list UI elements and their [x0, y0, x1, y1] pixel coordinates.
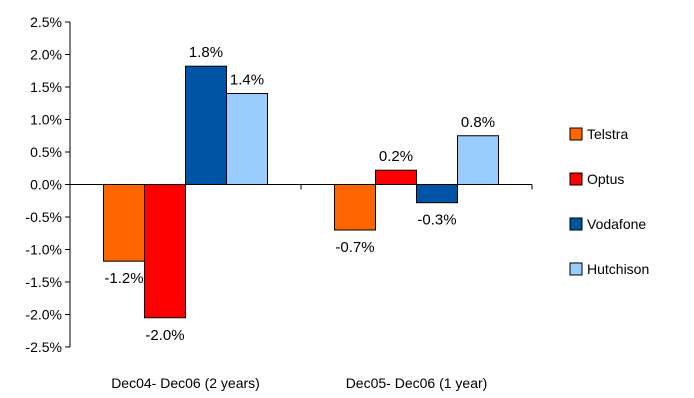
bar-hutchison-1 — [457, 135, 499, 185]
y-tick-label: 1.5% — [30, 79, 62, 95]
y-tick-label: 0.0% — [30, 177, 62, 193]
category-label: Dec04- Dec06 (2 years) — [111, 375, 260, 391]
y-tick-label: 0.5% — [30, 144, 62, 160]
bar-vodafone-0 — [185, 65, 227, 185]
bar-hutchison-0 — [226, 93, 268, 185]
legend: Telstra Optus Vodafone Hutchison — [569, 126, 649, 277]
y-tick-label: -1.0% — [25, 242, 62, 258]
bar-vodafone-1 — [416, 184, 458, 204]
y-tick-label: 2.0% — [30, 47, 62, 63]
legend-swatch — [569, 127, 583, 141]
bar-optus-0 — [144, 184, 186, 319]
y-tick-label: 1.0% — [30, 112, 62, 128]
y-tick-label: -2.5% — [25, 339, 62, 355]
y-tick-label: -1.5% — [25, 274, 62, 290]
y-tick-label: 2.5% — [30, 14, 62, 30]
legend-item-telstra: Telstra — [569, 126, 628, 142]
data-label: 1.4% — [230, 72, 264, 89]
legend-label: Hutchison — [587, 261, 649, 277]
legend-swatch — [569, 172, 583, 186]
bar-telstra-0 — [103, 184, 145, 262]
legend-item-optus: Optus — [569, 171, 624, 187]
bars — [103, 65, 499, 319]
legend-swatch — [569, 262, 583, 276]
bar-telstra-1 — [334, 184, 376, 231]
y-tick-label: -0.5% — [25, 209, 62, 225]
data-label: -0.3% — [417, 212, 456, 229]
legend-swatch — [569, 217, 583, 231]
data-label: 0.2% — [379, 148, 413, 165]
data-label: -1.2% — [104, 270, 143, 287]
legend-label: Telstra — [587, 126, 628, 142]
category-label: Dec05- Dec06 (1 year) — [346, 375, 488, 391]
legend-label: Optus — [587, 171, 624, 187]
legend-label: Vodafone — [587, 216, 646, 232]
data-label: -0.7% — [335, 239, 374, 256]
data-labels: -1.2% -0.7% -2.0% 0.2% 1.8% -0.3% 1.4% 0.8% — [104, 44, 495, 344]
data-label: -2.0% — [145, 327, 184, 344]
bar-optus-1 — [375, 169, 417, 185]
y-tick-label: -2.0% — [25, 307, 62, 323]
legend-item-hutchison: Hutchison — [569, 261, 649, 277]
data-label: 0.8% — [461, 114, 495, 131]
data-label: 1.8% — [189, 44, 223, 61]
legend-item-vodafone: Vodafone — [569, 216, 646, 232]
